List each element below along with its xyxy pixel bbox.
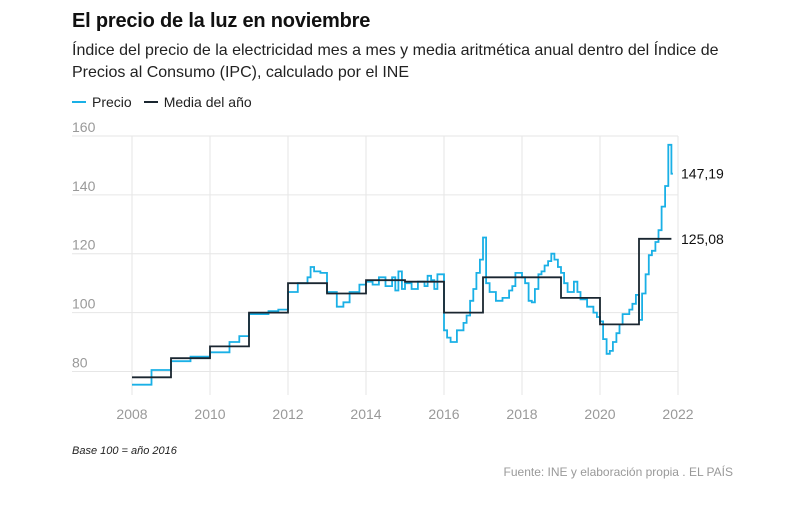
- end-label-media: 125,08: [681, 231, 724, 247]
- legend-label-precio: Precio: [92, 94, 132, 110]
- x-tick-label-2022: 2022: [662, 406, 693, 422]
- end-label-precio: 147,19: [681, 166, 724, 182]
- x-tick-label-2014: 2014: [350, 406, 381, 422]
- legend-swatch-media: [143, 101, 158, 103]
- series-line-media: [132, 237, 672, 379]
- y-tick-label-120: 120: [72, 237, 96, 253]
- legend: Precio Media del año: [72, 94, 264, 110]
- chart-title: El precio de la luz en noviembre: [72, 10, 371, 32]
- series-line-precio: [132, 143, 673, 386]
- x-tick-label-2016: 2016: [428, 406, 459, 422]
- chart-subtitle: Índice del precio de la electricidad mes…: [72, 42, 719, 81]
- x-tick-label-2020: 2020: [584, 406, 615, 422]
- x-tick-label-2012: 2012: [272, 406, 303, 422]
- legend-label-media: Media del año: [163, 94, 252, 110]
- legend-item-media: Media del año: [143, 94, 252, 110]
- x-tick-label-2010: 2010: [194, 406, 225, 422]
- y-tick-label-140: 140: [72, 178, 96, 194]
- legend-swatch-precio: [72, 101, 86, 103]
- y-tick-label-100: 100: [72, 296, 96, 312]
- legend-item-precio: Precio: [72, 94, 132, 110]
- source-credit: Fuente: INE y elaboración propia . EL PA…: [503, 465, 733, 479]
- y-tick-label-80: 80: [72, 354, 88, 370]
- x-tick-label-2008: 2008: [116, 406, 147, 422]
- y-tick-label-160: 160: [72, 119, 96, 135]
- x-tick-label-2018: 2018: [506, 406, 537, 422]
- base-note: Base 100 = año 2016: [72, 445, 177, 457]
